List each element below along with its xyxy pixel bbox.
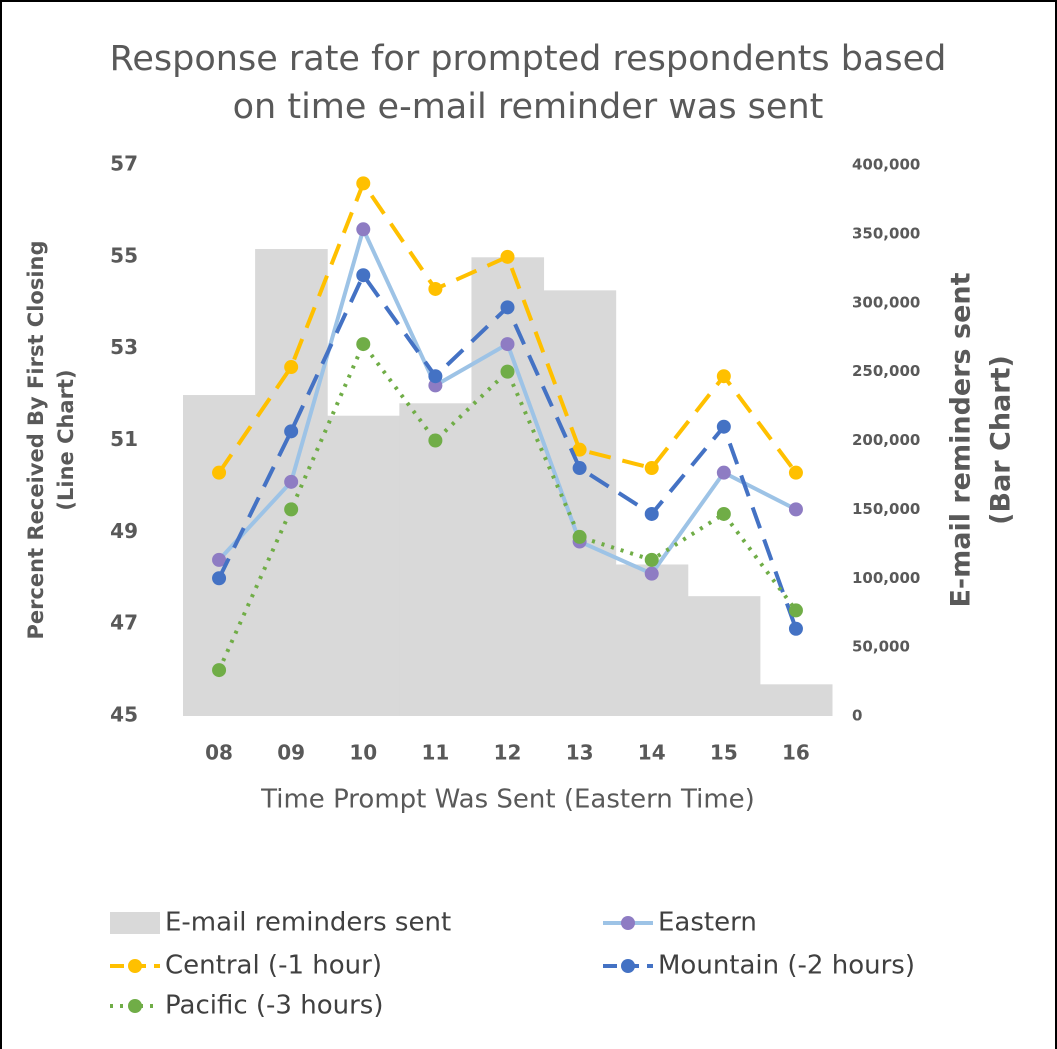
bar [759, 684, 833, 716]
y-tick-label: 49 [110, 519, 138, 543]
y2-tick-label: 50,000 [852, 638, 910, 656]
bar [471, 257, 545, 716]
x-tick-label: 09 [277, 741, 305, 765]
y2-tick-label: 350,000 [852, 224, 920, 242]
y2-axis-title: (Bar Chart) [986, 355, 1017, 525]
y-tick-label: 47 [110, 611, 138, 635]
point [788, 502, 803, 517]
legend-item: Mountain (-2 hours) [603, 951, 915, 981]
point [644, 506, 659, 521]
y-tick-label: 55 [110, 243, 138, 267]
x-tick-label: 08 [205, 741, 233, 765]
point [284, 424, 299, 439]
y-tick-label: 57 [110, 152, 138, 176]
legend-item: Pacific (-3 hours) [110, 991, 383, 1021]
point [644, 552, 659, 567]
x-tick-label: 15 [710, 741, 738, 765]
y2-tick-label: 400,000 [852, 156, 920, 174]
legend-item: Central (-1 hour) [110, 951, 382, 981]
legend-marker [621, 916, 635, 930]
y-axis-title: (Line Chart) [54, 369, 78, 510]
legend-label: Eastern [658, 908, 757, 938]
point [284, 360, 299, 375]
point [716, 465, 731, 480]
y2-tick-label: 100,000 [852, 569, 920, 587]
x-tick-label: 11 [421, 741, 449, 765]
point [212, 552, 227, 567]
x-tick-label: 10 [349, 741, 377, 765]
point [788, 621, 803, 636]
point [788, 465, 803, 480]
y2-axis-title: E-mail reminders sent [946, 272, 977, 607]
point [572, 442, 587, 457]
point [716, 369, 731, 384]
legend-label: Mountain (-2 hours) [658, 951, 915, 981]
y-tick-label: 53 [110, 335, 138, 359]
point [500, 249, 515, 264]
x-tick-label: 16 [782, 741, 810, 765]
point [356, 222, 371, 237]
x-tick-label: 12 [494, 741, 522, 765]
legend-label: Pacific (-3 hours) [165, 991, 383, 1021]
point [788, 603, 803, 618]
y2-tick-label: 200,000 [852, 431, 920, 449]
point [212, 571, 227, 586]
point [428, 369, 443, 384]
legend-item: Eastern [603, 908, 757, 938]
y2-tick-label: 250,000 [852, 362, 920, 380]
point [644, 566, 659, 581]
x-tick-label: 14 [638, 741, 666, 765]
y-tick-label: 51 [110, 427, 138, 451]
y-axis-title: Percent Received By First Closing [24, 240, 48, 639]
chart-title: on time e-mail reminder was sent [233, 87, 824, 127]
point [500, 300, 515, 315]
line [217, 179, 798, 474]
point [716, 419, 731, 434]
y2-tick-label: 300,000 [852, 293, 920, 311]
point [428, 433, 443, 448]
point [572, 461, 587, 476]
bar [615, 564, 689, 716]
point [284, 474, 299, 489]
legend-item: E-mail reminders sent [110, 908, 451, 938]
point [716, 506, 731, 521]
point [644, 461, 659, 476]
legend-marker [621, 959, 635, 973]
legend-marker [128, 959, 142, 973]
point [212, 663, 227, 678]
legend-label: Central (-1 hour) [165, 951, 382, 981]
x-axis-title: Time Prompt Was Sent (Eastern Time) [260, 785, 755, 815]
legend-label: E-mail reminders sent [165, 908, 451, 938]
bar [399, 403, 472, 716]
point [356, 337, 371, 352]
legend-marker [128, 999, 142, 1013]
legend-swatch [110, 912, 160, 934]
point [500, 364, 515, 379]
bar [543, 290, 617, 716]
point [428, 281, 443, 296]
point [212, 465, 227, 480]
point [356, 268, 371, 283]
x-tick-label: 13 [566, 741, 594, 765]
bar [327, 415, 400, 716]
chart-title: Response rate for prompted respondents b… [110, 39, 947, 79]
y2-tick-label: 150,000 [852, 500, 920, 518]
point [284, 502, 299, 517]
y-tick-label: 45 [110, 703, 138, 727]
point [500, 337, 515, 352]
y2-tick-label: 0 [852, 707, 862, 725]
point [572, 529, 587, 544]
bar [687, 596, 761, 716]
point [356, 176, 371, 191]
